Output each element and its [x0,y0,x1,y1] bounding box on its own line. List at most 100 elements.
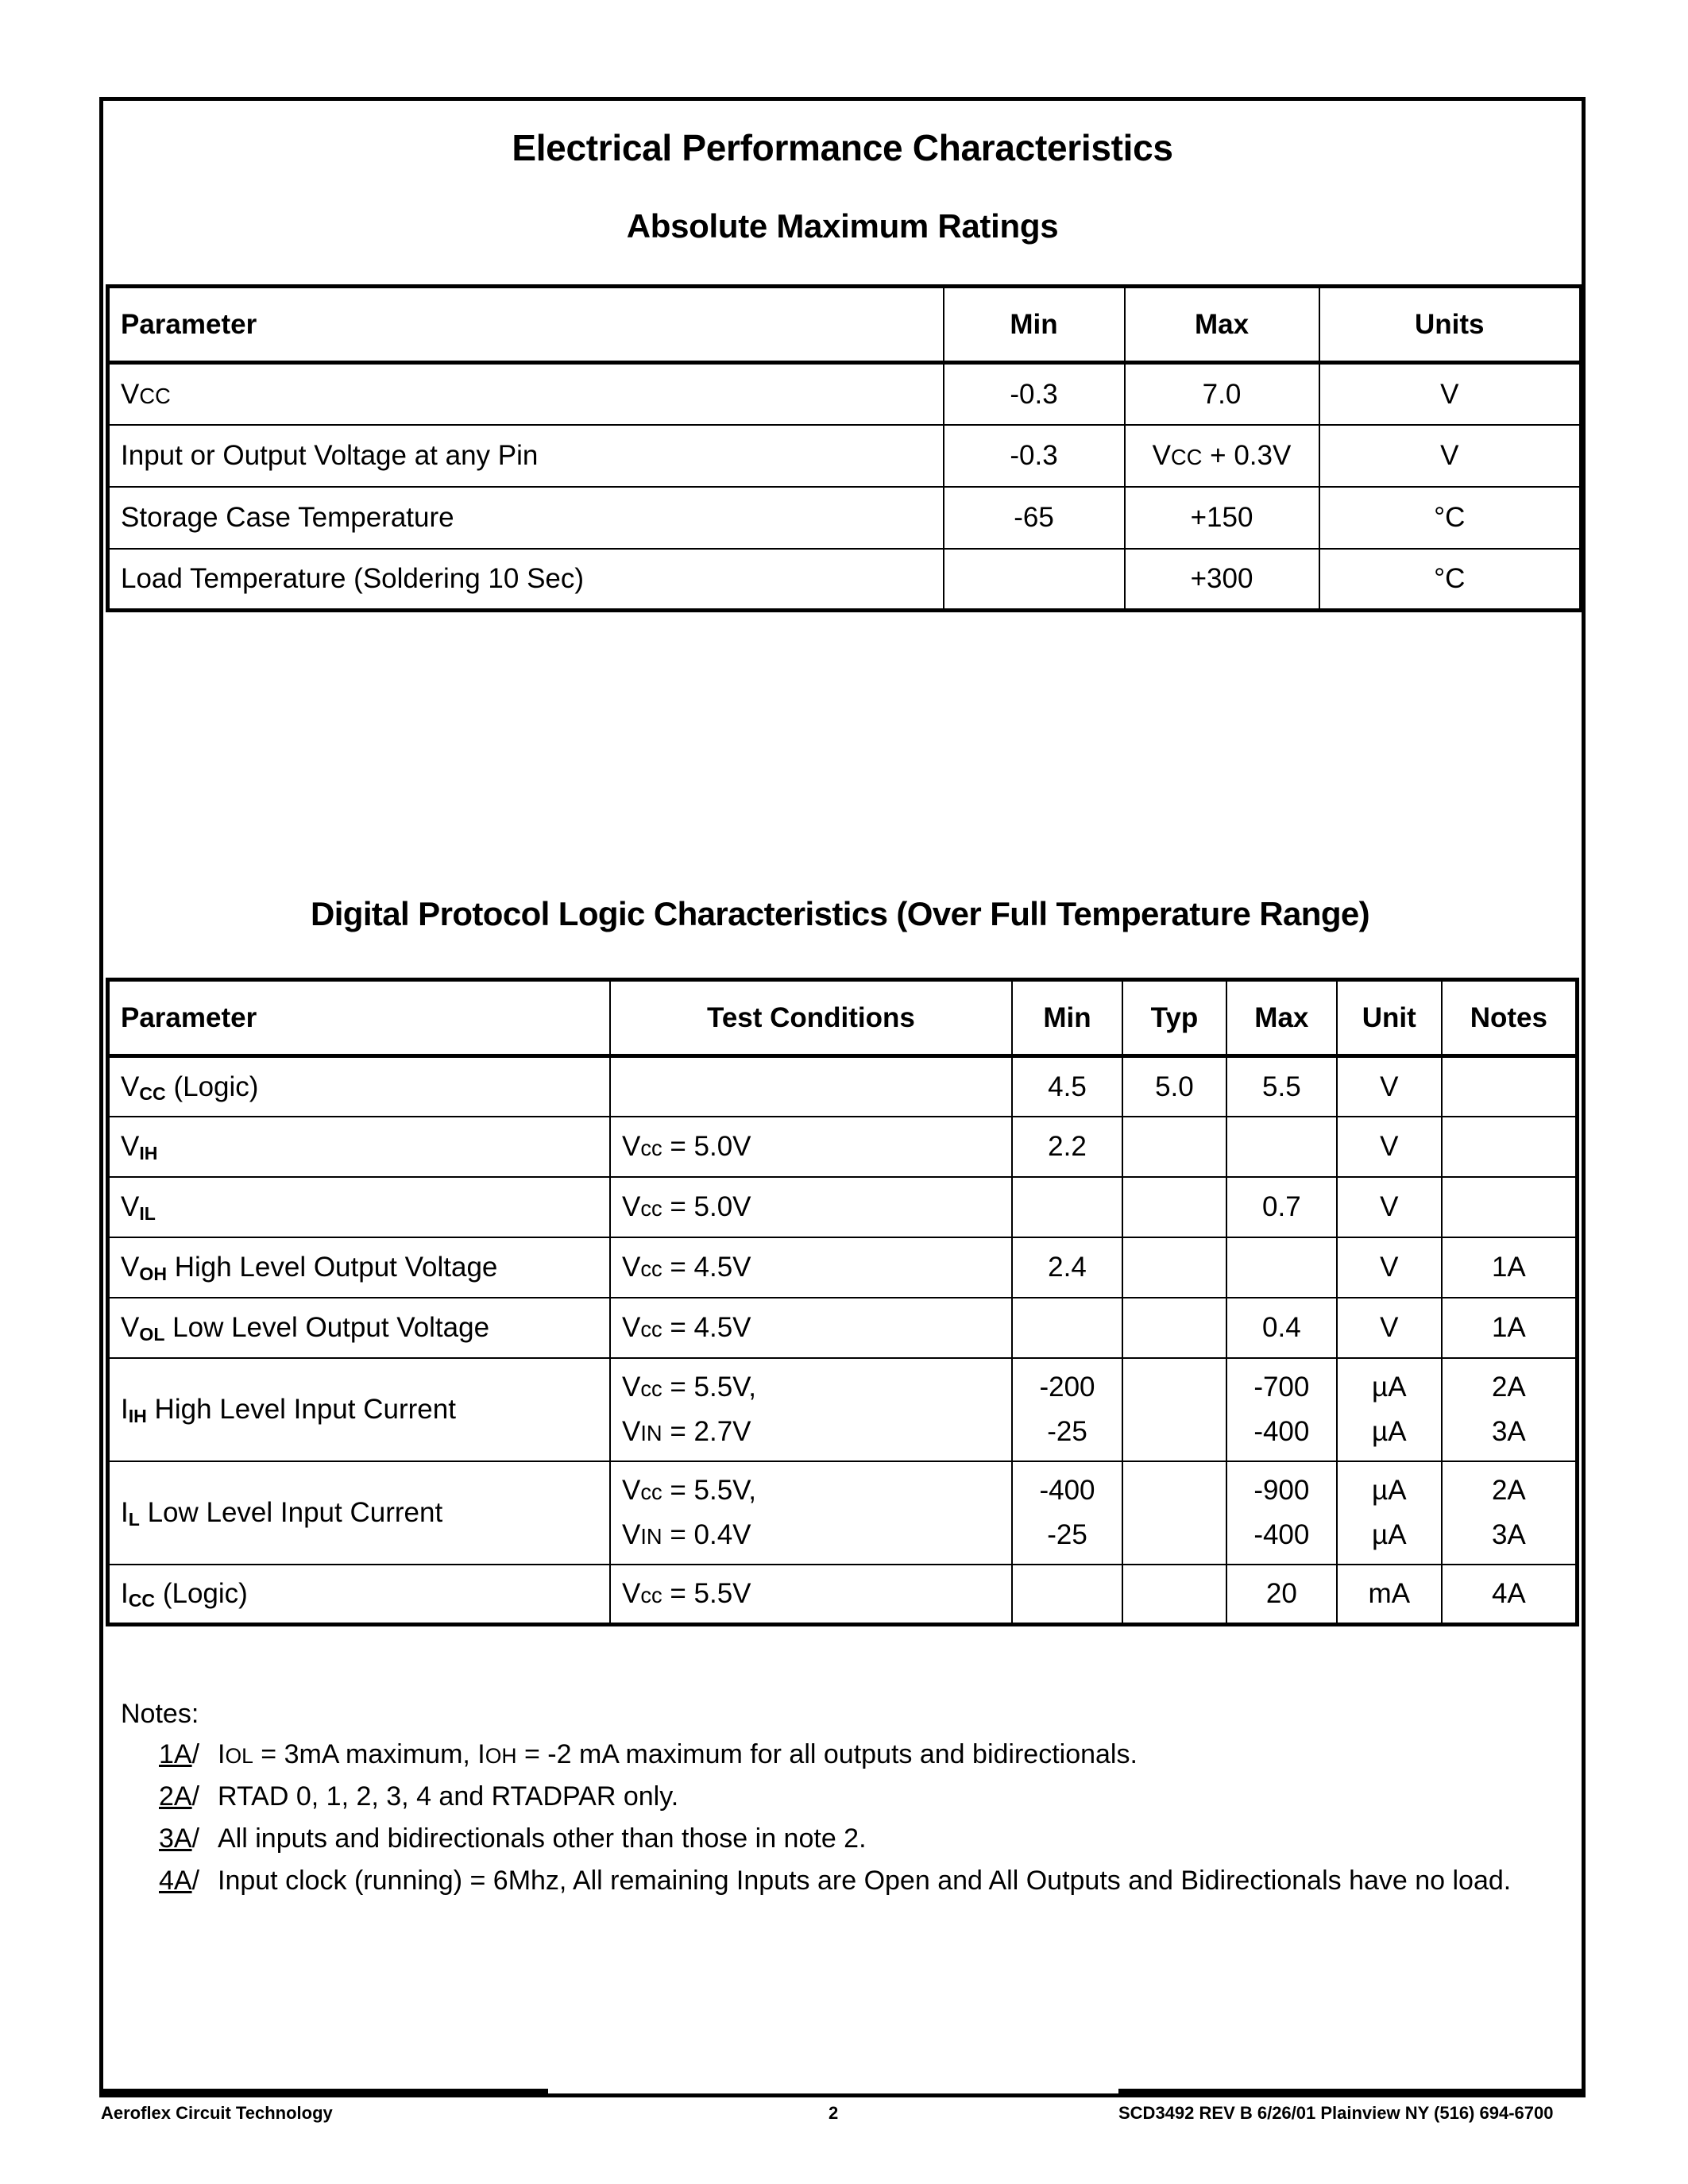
cell-typ-line [1134,1415,1215,1448]
subscript-text: CC [128,1590,156,1611]
cell-max: 5.5 [1225,1055,1338,1117]
cell-max: -900 -400 [1225,1460,1338,1565]
cell-min [1010,1563,1124,1626]
cell-notes: 2A 3A [1440,1460,1578,1565]
small-caps-text: cc [640,1583,662,1608]
col-header-parameter: Parameter [106,285,944,365]
cell-max-line: -700 [1253,1372,1310,1403]
cell-unit: V [1335,1175,1443,1238]
cell-typ [1122,1236,1227,1298]
cell-notes-line: 2A [1491,1372,1526,1403]
cell-notes-line: 2A [1491,1475,1526,1507]
cell-min: 2.2 [1010,1115,1124,1178]
cell-parameter: VCC [106,361,944,426]
cell-units: V [1318,423,1582,488]
cell-unit-line: µA [1372,1415,1407,1447]
small-caps-text: CC [1171,444,1203,469]
table-row: Load Temperature (Soldering 10 Sec) +300 °… [106,547,1582,612]
cell-notes-line: 3A [1491,1518,1526,1550]
small-caps-text: cc [640,1480,662,1505]
cell-max: -700 -400 [1225,1356,1338,1462]
table-row: VOL Low Level Output Voltage Vcc = 4.5V 0.… [106,1296,1578,1359]
cell-min [1010,1175,1124,1238]
cell-typ: 5.0 [1122,1055,1227,1117]
table-row: ICC (Logic) Vcc = 5.5V 20 mA 4A [106,1563,1578,1626]
small-caps-text: cc [640,1195,662,1221]
small-caps-text: cc [640,1135,662,1160]
cell-test-conditions [608,1055,1013,1117]
cell-max: +300 [1123,547,1320,612]
absolute-maximum-ratings-table-wrap: Parameter Min Max Units VCC -0.3 7.0 V Input… [106,284,1583,612]
note-tag: 4A/ [159,1866,200,1896]
cell-unit-line: µA [1372,1518,1407,1550]
cell-units: V [1318,361,1582,426]
page-content: Electrical Performance Characteristics A… [103,101,1583,2093]
cell-max [1225,1236,1338,1298]
subscript-text: IL [139,1203,156,1225]
table-row: IIH High Level Input Current Vcc = 5.5V, V… [106,1356,1578,1462]
cell-min-line: -400 [1039,1475,1095,1507]
note-item: 2A/RTAD 0, 1, 2, 3, 4 and RTADPAR only. [159,1781,1566,1812]
col-header-min: Min [1010,978,1124,1058]
note-text: IOL = 3mA maximum, IOH = -2 mA maximum f… [218,1739,1138,1769]
table-row: IL Low Level Input Current Vcc = 5.5V, VIN… [106,1460,1578,1565]
subscript-text: OH [139,1264,167,1285]
table-row: Storage Case Temperature -65 +150 °C [106,485,1582,550]
notes-list: 1A/IOL = 3mA maximum, IOH = -2 mA maximu… [121,1739,1566,1897]
col-header-typ: Typ [1122,978,1227,1058]
cell-min: -0.3 [942,423,1126,488]
cell-max [1225,1115,1338,1178]
cell-test-conditions: Vcc = 5.5V, VIN = 2.7V [608,1356,1013,1462]
note-tag-underlined: 2A [159,1781,192,1812]
subscript-text: CC [139,1082,166,1104]
cell-typ [1122,1563,1227,1626]
cell-test-conditions: Vcc = 5.0V [608,1175,1013,1238]
cell-units: °C [1318,485,1582,550]
cell-notes-line: 3A [1491,1415,1526,1447]
cell-typ-line [1134,1474,1215,1507]
footer-rule-left [99,2089,548,2093]
cell-parameter: IIH High Level Input Current [106,1356,611,1462]
note-tag-underlined: 3A [159,1823,192,1854]
cell-typ [1122,1356,1227,1462]
small-caps-text: CC [139,383,171,408]
note-item: 1A/IOL = 3mA maximum, IOH = -2 mA maximu… [159,1739,1566,1770]
note-item: 3A/All inputs and bidirectionals other t… [159,1823,1566,1854]
cell-max: 0.7 [1225,1175,1338,1238]
digital-logic-table-wrap: Parameter Test Conditions Min Typ Max Un… [106,978,1579,1626]
table-header-row: Parameter Min Max Units [106,285,1582,365]
digital-logic-characteristics-table: Parameter Test Conditions Min Typ Max Un… [106,978,1579,1626]
note-tag: 1A/ [159,1739,200,1769]
cell-unit: V [1335,1115,1443,1178]
page-title: Electrical Performance Characteristics [512,127,1173,168]
cell-unit: µA µA [1335,1460,1443,1565]
cell-typ-line [1134,1518,1215,1551]
cell-min: 2.4 [1010,1236,1124,1298]
footer-company: Aeroflex Circuit Technology [101,2103,333,2123]
cell-max: 20 [1225,1563,1338,1626]
notes-section: Notes: 1A/IOL = 3mA maximum, IOH = -2 mA… [121,1699,1566,1908]
cell-min: 4.5 [1010,1055,1124,1117]
cell-typ [1122,1175,1227,1238]
test-condition-line: Vcc = 5.5V, [621,1372,757,1403]
table-row: Input or Output Voltage at any Pin -0.3 VC… [106,423,1582,488]
note-text: Input clock (running) = 6Mhz, All remain… [218,1866,1512,1896]
cell-parameter: ICC (Logic) [106,1563,611,1626]
small-caps-text: OH [485,1744,517,1768]
col-header-parameter: Parameter [106,978,611,1058]
footer-rule-right [1118,2089,1586,2093]
cell-typ [1122,1460,1227,1565]
subscript-text: IH [139,1143,158,1164]
cell-parameter: VOL Low Level Output Voltage [106,1296,611,1359]
cell-typ [1122,1115,1227,1178]
table-row: VCC -0.3 7.0 V [106,361,1582,426]
small-caps-text: OL [225,1744,253,1768]
note-item: 4A/Input clock (running) = 6Mhz, All rem… [159,1866,1566,1897]
cell-parameter: Storage Case Temperature [106,485,944,550]
table-row: VCC (Logic) 4.5 5.0 5.5 V [106,1055,1578,1117]
subscript-text: L [128,1509,140,1530]
cell-test-conditions: Vcc = 4.5V [608,1236,1013,1298]
cell-units: °C [1318,547,1582,612]
cell-unit-line: µA [1372,1475,1407,1507]
cell-unit: V [1335,1236,1443,1298]
